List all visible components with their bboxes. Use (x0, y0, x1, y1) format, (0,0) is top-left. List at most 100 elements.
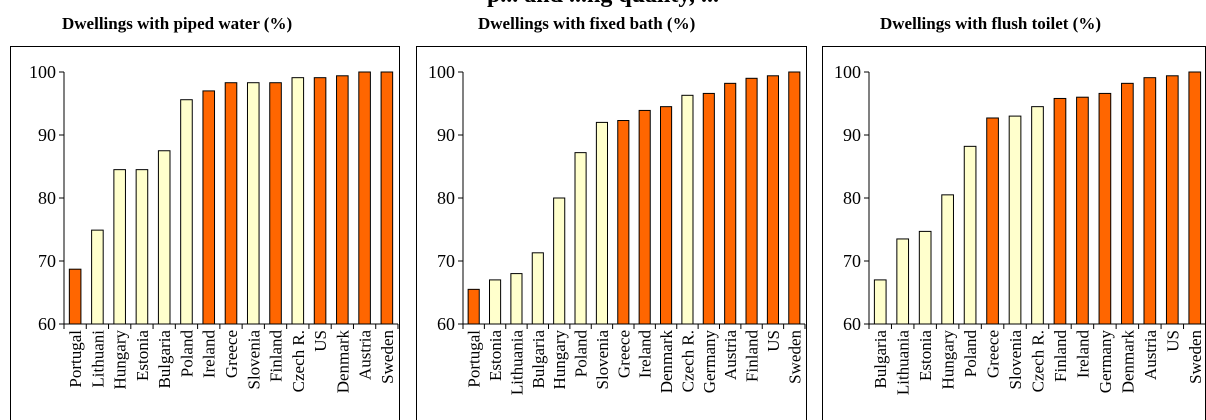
x-tick-label: Denmark (1118, 330, 1137, 394)
x-tick-label: Estonia (486, 330, 505, 381)
bar-czech-r (291, 77, 305, 325)
bar-germany (702, 92, 715, 325)
x-tick-label: US (764, 330, 783, 352)
bar-denmark (660, 106, 673, 325)
bar-lithuania (896, 238, 910, 325)
y-tick-label: 60 (437, 314, 455, 334)
bar-us (313, 77, 327, 325)
bar-ireland (1076, 96, 1089, 325)
x-tick-label: Czech R. (1029, 330, 1048, 392)
x-tick-label: Lithuania (507, 330, 526, 396)
bar-austria (1143, 77, 1157, 325)
x-tick-label: Hungary (550, 330, 569, 390)
x-tick-label: Austria (721, 330, 740, 381)
bar-hungary (553, 197, 566, 325)
x-tick-label: Slovenia (244, 330, 263, 390)
bar-sweden (380, 71, 394, 325)
x-tick-label: Portugal (465, 330, 484, 388)
bar-slovenia (246, 82, 260, 325)
bar-slovenia (595, 121, 608, 325)
x-tick-label: Finland (743, 330, 762, 382)
x-tick-label: Estonia (133, 330, 152, 381)
bar-finland (269, 82, 282, 325)
bar-sweden (788, 71, 801, 325)
x-tick-label: Greece (614, 330, 633, 378)
chart-flush-toilet: 60 70 80 90 100 Bulgaria Lithuania Estonia Hunga… (822, 46, 1206, 420)
bar-bulgaria (531, 252, 544, 325)
x-tick-label: Czech R. (289, 330, 308, 392)
chart-title-flush-toilet: Dwellings with flush toilet (%) (880, 14, 1101, 33)
x-tick-label: Poland (572, 330, 591, 378)
x-tick-label: US (1163, 330, 1182, 352)
x-tick-label: Finland (1051, 330, 1070, 382)
x-tick-label: Bulgaria (529, 330, 548, 389)
chart-frame (10, 46, 400, 420)
y-tick-label: 90 (843, 125, 861, 145)
bar-austria (724, 82, 737, 325)
x-tick-label: Sweden (378, 330, 397, 384)
bar-greece (224, 82, 238, 325)
bar-denmark (1121, 82, 1134, 325)
x-tick-label: Poland (177, 330, 196, 378)
bar-greece (986, 117, 999, 325)
y-tick-label: 90 (38, 125, 56, 145)
bar-poland (574, 152, 587, 325)
bar-us (766, 75, 779, 325)
x-tick-label: Bulgaria (155, 330, 174, 389)
x-tick-label: Slovenia (1006, 330, 1025, 390)
bar-lithuani (91, 229, 104, 325)
bar-us (1165, 75, 1179, 325)
x-tick-label: Lithuania (894, 330, 913, 396)
bar-poland (963, 145, 977, 325)
bar-bulgaria (157, 150, 171, 325)
y-tick-label: 100 (428, 62, 455, 82)
bar-finland (1053, 97, 1067, 325)
x-tick-label: Denmark (333, 330, 352, 394)
bar-hungary (941, 194, 954, 325)
x-tick-label: Ireland (1073, 330, 1092, 379)
x-tick-label: Greece (222, 330, 241, 378)
x-tick-label: Finland (267, 330, 286, 382)
y-tick-label: 80 (437, 188, 455, 208)
x-tick-label: Czech R. (678, 330, 697, 392)
x-tick-label: Hungary (939, 330, 958, 390)
y-tick-label: 70 (437, 251, 455, 271)
bar-poland (180, 99, 193, 325)
bar-sweden (1188, 71, 1202, 325)
bar-finland (745, 77, 758, 325)
y-tick-label: 90 (437, 125, 455, 145)
y-tick-label: 80 (843, 188, 861, 208)
x-tick-label: Sweden (1186, 330, 1205, 384)
chart-fixed-bath: 60 70 80 90 100 Portugal Estonia Lithuania Bulga… (416, 46, 807, 420)
x-tick-label: Poland (961, 330, 980, 378)
x-tick-label: Hungary (111, 330, 130, 390)
bar-ireland (202, 90, 216, 325)
bar-bulgaria (873, 279, 887, 325)
x-tick-label: Slovenia (593, 330, 612, 390)
y-tick-label: 100 (29, 62, 56, 82)
x-tick-label: Lithuani (88, 330, 107, 388)
bar-portugal (467, 288, 480, 325)
x-tick-label: Greece (984, 330, 1003, 378)
x-tick-label: Ireland (200, 330, 219, 379)
bar-lithuania (510, 273, 523, 325)
bar-portugal (68, 268, 82, 325)
chart-piped-water: 60 70 80 90 100 Portugal Lithuani Hungary Estoni… (10, 46, 400, 420)
bar-denmark (336, 75, 349, 325)
bar-hungary (113, 169, 126, 325)
chart-title-fixed-bath: Dwellings with fixed bath (%) (478, 14, 696, 33)
y-tick-label: 70 (843, 251, 861, 271)
y-tick-label: 100 (834, 62, 861, 82)
x-tick-label: Austria (356, 330, 375, 381)
x-tick-label: Germany (1096, 330, 1115, 394)
bar-czech-r (1031, 106, 1044, 325)
x-tick-label: Portugal (66, 330, 85, 388)
page-title: p... and ...ng quality, ... (0, 0, 1206, 9)
x-tick-label: Denmark (657, 330, 676, 394)
y-tick-label: 70 (38, 251, 56, 271)
x-tick-label: Austria (1141, 330, 1160, 381)
y-tick-label: 60 (843, 314, 861, 334)
bar-austria (358, 71, 371, 325)
x-tick-label: US (311, 330, 330, 352)
bar-estonia (489, 279, 502, 325)
